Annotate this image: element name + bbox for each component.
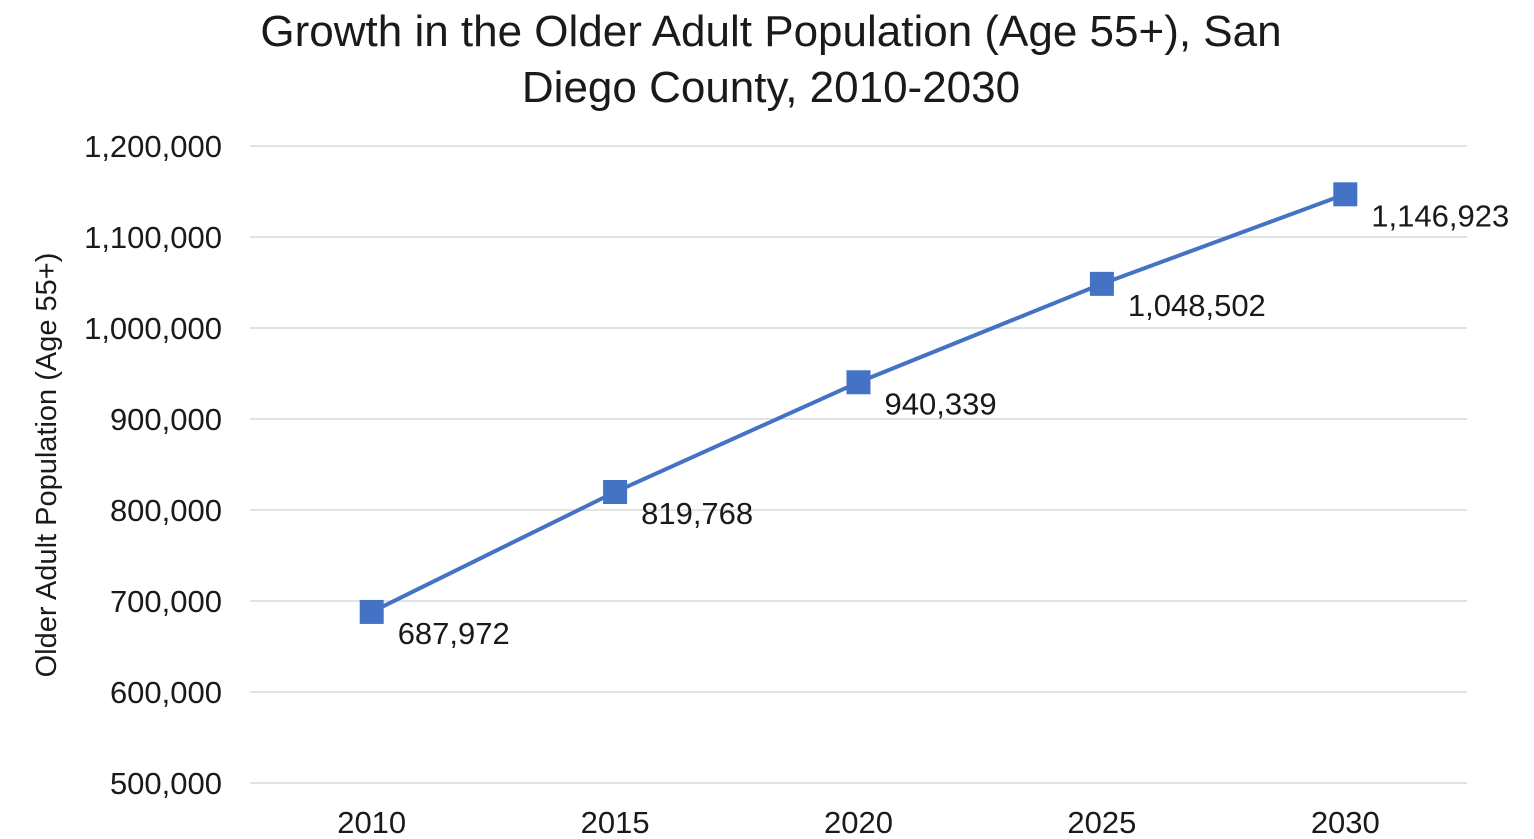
y-tick-label: 800,000: [110, 493, 222, 528]
data-label: 687,972: [398, 616, 510, 651]
chart-title: Growth in the Older Adult Population (Ag…: [260, 7, 1281, 112]
x-tick-label: 2025: [1067, 805, 1136, 839]
data-point-marker: [1089, 271, 1114, 296]
y-tick-label: 600,000: [110, 675, 222, 710]
data-point-marker: [359, 599, 384, 624]
gridlines: [250, 145, 1467, 784]
data-label: 940,339: [885, 386, 997, 421]
data-point-marker: [846, 370, 871, 395]
series-line: [370, 192, 1346, 614]
data-label: 1,146,923: [1371, 198, 1509, 233]
y-tick-label: 1,100,000: [84, 220, 222, 255]
y-tick-label: 700,000: [110, 584, 222, 619]
data-label: 819,768: [641, 496, 753, 531]
chart-title-line-1: Growth in the Older Adult Population (Ag…: [260, 7, 1281, 56]
y-tick-label: 500,000: [110, 766, 222, 801]
series-layer: [359, 182, 1358, 624]
y-tick-label: 900,000: [110, 402, 222, 437]
x-tick-label: 2020: [824, 805, 893, 839]
x-tick-label: 2030: [1311, 805, 1380, 839]
y-axis-ticks: 500,000 600,000 700,000 800,000 900,000 1,000…: [84, 129, 222, 801]
data-label: 1,048,502: [1128, 288, 1266, 323]
x-tick-label: 2015: [581, 805, 650, 839]
x-tick-label: 2010: [337, 805, 406, 839]
data-point-marker: [603, 480, 628, 505]
y-tick-label: 1,200,000: [84, 129, 222, 164]
chart-title-line-2: Diego County, 2010-2030: [522, 63, 1020, 112]
y-tick-label: 1,000,000: [84, 311, 222, 346]
data-point-marker: [1333, 182, 1358, 207]
data-labels: 687,972 819,768 940,339 1,048,502 1,146,923: [398, 198, 1510, 651]
y-axis-title: Older Adult Population (Age 55+): [31, 253, 63, 678]
x-axis-ticks: 2010 2015 2020 2025 2030: [337, 805, 1380, 839]
